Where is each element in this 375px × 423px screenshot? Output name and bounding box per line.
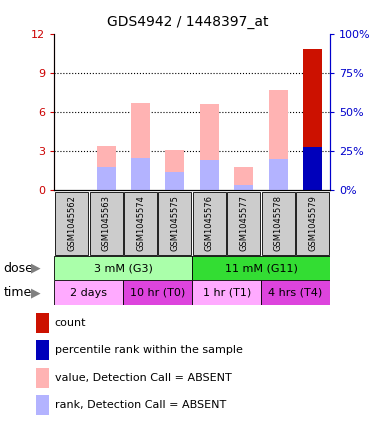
- Bar: [90, 192, 123, 255]
- Text: GSM1045579: GSM1045579: [308, 195, 317, 251]
- Bar: [192, 280, 261, 305]
- Text: ▶: ▶: [31, 262, 40, 275]
- Bar: [131, 158, 150, 190]
- Bar: [36, 341, 49, 360]
- Text: 1 hr (T1): 1 hr (T1): [202, 288, 251, 298]
- Bar: [193, 192, 226, 255]
- Bar: [97, 146, 116, 190]
- Text: GSM1045578: GSM1045578: [274, 195, 283, 251]
- Bar: [262, 192, 295, 255]
- Bar: [36, 313, 49, 333]
- Text: GSM1045576: GSM1045576: [205, 195, 214, 251]
- Bar: [227, 192, 260, 255]
- Text: ▶: ▶: [31, 286, 40, 299]
- Text: GSM1045575: GSM1045575: [171, 195, 180, 251]
- Text: GSM1045562: GSM1045562: [67, 195, 76, 251]
- Text: 4 hrs (T4): 4 hrs (T4): [268, 288, 322, 298]
- Text: 3 mM (G3): 3 mM (G3): [94, 263, 153, 273]
- Bar: [158, 192, 192, 255]
- Bar: [296, 192, 329, 255]
- Bar: [303, 49, 322, 190]
- Bar: [131, 103, 150, 190]
- Bar: [123, 280, 192, 305]
- Text: GDS4942 / 1448397_at: GDS4942 / 1448397_at: [107, 15, 268, 29]
- Bar: [124, 192, 157, 255]
- Text: time: time: [4, 286, 32, 299]
- Bar: [192, 256, 330, 280]
- Text: GSM1045574: GSM1045574: [136, 195, 145, 251]
- Bar: [36, 368, 49, 387]
- Bar: [54, 280, 123, 305]
- Bar: [234, 185, 254, 190]
- Bar: [200, 160, 219, 190]
- Bar: [97, 167, 116, 190]
- Bar: [55, 192, 88, 255]
- Bar: [165, 172, 184, 190]
- Bar: [54, 256, 192, 280]
- Bar: [269, 159, 288, 190]
- Text: dose: dose: [4, 262, 34, 275]
- Text: 11 mM (G11): 11 mM (G11): [225, 263, 297, 273]
- Text: count: count: [55, 318, 86, 328]
- Text: GSM1045563: GSM1045563: [102, 195, 111, 251]
- Bar: [36, 395, 49, 415]
- Text: 10 hr (T0): 10 hr (T0): [130, 288, 185, 298]
- Text: percentile rank within the sample: percentile rank within the sample: [55, 345, 243, 355]
- Text: 2 days: 2 days: [70, 288, 107, 298]
- Text: value, Detection Call = ABSENT: value, Detection Call = ABSENT: [55, 373, 231, 383]
- Bar: [234, 167, 254, 190]
- Bar: [165, 150, 184, 190]
- Bar: [200, 104, 219, 190]
- Bar: [261, 280, 330, 305]
- Bar: [303, 147, 322, 190]
- Text: GSM1045577: GSM1045577: [239, 195, 248, 251]
- Bar: [269, 90, 288, 190]
- Text: rank, Detection Call = ABSENT: rank, Detection Call = ABSENT: [55, 400, 226, 410]
